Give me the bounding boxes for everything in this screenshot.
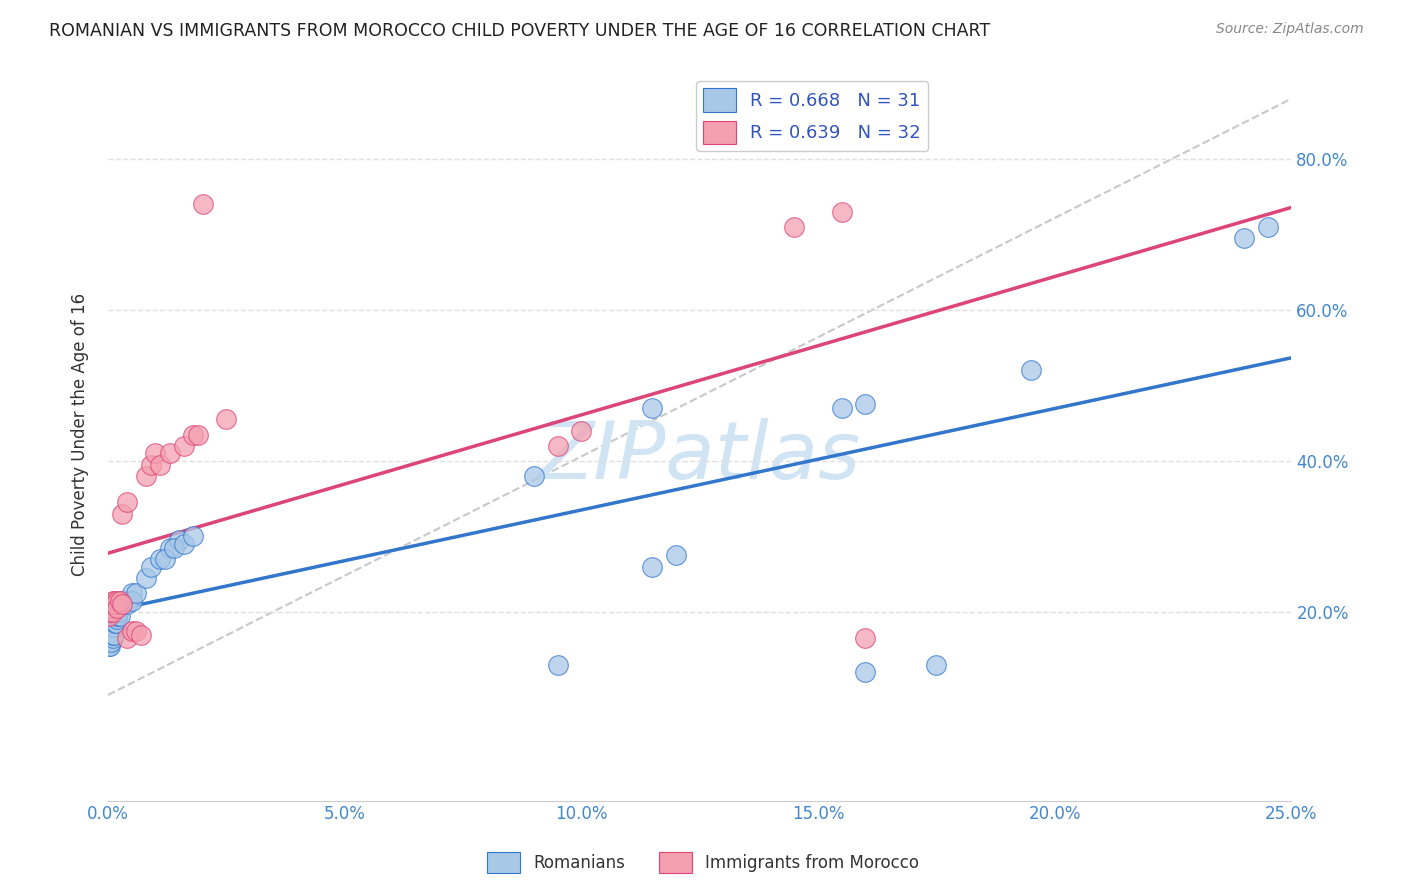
Point (523, 469, 546, 483)
Point (103, 627, 125, 641)
Point (925, 657, 948, 672)
Text: ZIPatlas: ZIPatlas (538, 417, 860, 496)
Legend: R = 0.668   N = 31, R = 0.639   N = 32: R = 0.668 N = 31, R = 0.639 N = 32 (696, 81, 928, 151)
Point (111, 593, 134, 607)
Point (100, 601, 122, 615)
Point (98, 639, 121, 653)
Point (783, 220, 806, 235)
Point (181, 427, 204, 442)
Point (547, 657, 569, 672)
Point (129, 627, 152, 641)
Point (101, 627, 124, 641)
Point (641, 559, 664, 574)
Point (101, 593, 124, 607)
Point (103, 598, 125, 612)
Point (98, 639, 121, 653)
Point (153, 552, 176, 566)
Point (641, 401, 664, 416)
Point (107, 593, 129, 607)
Point (855, 665, 877, 680)
Point (111, 507, 134, 521)
Point (547, 439, 569, 453)
Point (107, 605, 129, 619)
Text: Source: ZipAtlas.com: Source: ZipAtlas.com (1216, 22, 1364, 37)
Point (111, 598, 134, 612)
Point (855, 632, 877, 646)
Point (111, 598, 134, 612)
Point (108, 608, 131, 623)
Point (107, 601, 129, 615)
Point (855, 397, 877, 411)
Point (121, 624, 143, 638)
Point (121, 593, 143, 607)
Point (101, 598, 124, 612)
Point (143, 446, 166, 460)
Point (125, 624, 148, 638)
Point (831, 205, 853, 219)
Point (831, 401, 853, 416)
Point (159, 541, 181, 555)
Point (101, 605, 124, 619)
Point (187, 427, 209, 442)
Point (215, 412, 238, 426)
Point (104, 616, 127, 631)
Point (125, 586, 148, 600)
Point (98, 605, 121, 619)
Point (115, 598, 138, 612)
Point (173, 537, 195, 551)
Point (665, 549, 688, 563)
Point (173, 439, 195, 453)
Y-axis label: Child Poverty Under the Age of 16: Child Poverty Under the Age of 16 (72, 293, 89, 576)
Point (139, 559, 162, 574)
Point (149, 552, 172, 566)
Point (159, 446, 181, 460)
Point (108, 593, 131, 607)
Point (167, 533, 190, 548)
Point (98, 608, 121, 623)
Point (569, 424, 592, 438)
Point (121, 586, 143, 600)
Point (181, 529, 204, 543)
Point (115, 632, 138, 646)
Point (1019, 363, 1042, 377)
Point (105, 616, 128, 631)
Point (107, 612, 129, 626)
Point (1257, 220, 1279, 235)
Point (139, 458, 162, 472)
Point (103, 620, 125, 634)
Point (115, 593, 138, 607)
Text: ROMANIAN VS IMMIGRANTS FROM MOROCCO CHILD POVERTY UNDER THE AGE OF 16 CORRELATIO: ROMANIAN VS IMMIGRANTS FROM MOROCCO CHIL… (49, 22, 990, 40)
Point (115, 495, 138, 509)
Point (107, 608, 129, 623)
Point (1233, 231, 1256, 245)
Point (191, 197, 214, 211)
Point (163, 541, 186, 555)
Point (103, 593, 125, 607)
Point (101, 632, 124, 646)
Point (135, 571, 157, 585)
Point (100, 635, 122, 649)
Legend: Romanians, Immigrants from Morocco: Romanians, Immigrants from Morocco (479, 846, 927, 880)
Point (104, 598, 127, 612)
Point (149, 458, 172, 472)
Point (135, 469, 157, 483)
